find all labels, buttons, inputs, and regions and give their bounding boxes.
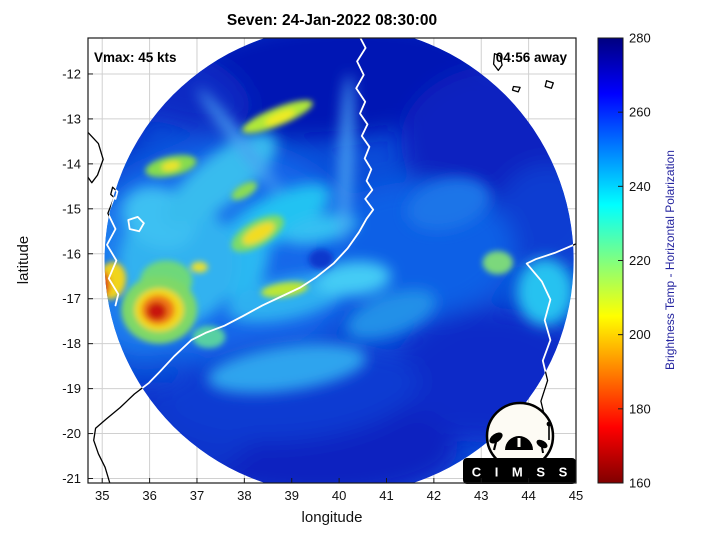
bt-feature — [190, 261, 208, 273]
bt-feature — [231, 181, 257, 200]
bt-feature — [308, 249, 334, 270]
lake-malawi — [88, 131, 104, 184]
colorbar-tick-label: 260 — [629, 105, 651, 120]
x-axis-label: longitude — [302, 509, 363, 526]
colorbar-label: Brightness Temp - Horizontal Polarizatio… — [663, 150, 677, 370]
bt-feature — [482, 251, 513, 275]
bt-feature — [264, 110, 295, 126]
x-tick-label: 37 — [190, 488, 204, 503]
y-tick-label: -18 — [62, 336, 81, 351]
bt-feature — [207, 343, 367, 394]
colorbar-tick-label: 240 — [629, 179, 651, 194]
y-tick-label: -20 — [62, 426, 81, 441]
y-tick-label: -21 — [62, 471, 81, 486]
bt-feature — [338, 74, 354, 245]
colorbar-tick-label: 200 — [629, 327, 651, 342]
x-tick-label: 43 — [474, 488, 488, 503]
x-tick-label: 41 — [379, 488, 393, 503]
y-axis-label: latitude — [15, 236, 32, 284]
radio-dish-2-icon — [536, 421, 552, 454]
bt-feature — [192, 325, 226, 349]
bt-feature — [516, 258, 574, 326]
colorbar-tick-label: 180 — [629, 401, 651, 416]
axes-border — [87, 37, 577, 484]
x-tick-label: 45 — [569, 488, 583, 503]
anjouan-island — [544, 80, 554, 89]
shire-river — [106, 198, 119, 306]
moheli-island — [511, 85, 521, 93]
bt-feature — [226, 275, 348, 323]
bt-feature — [242, 222, 275, 245]
bt-feature — [146, 302, 167, 321]
x-tick-label: 44 — [521, 488, 535, 503]
bt-feature — [197, 88, 282, 195]
y-tick-label: -19 — [62, 381, 81, 396]
axis-ticks: 35 36 37 38 39 40 41 42 43 44 45 -12 -13 -14 -15 -16 -17… — [62, 66, 583, 503]
bt-feature — [104, 261, 127, 300]
colorbar: 280 260 240 220 200 180 160 Brightness Temp - … — [597, 31, 677, 491]
dome-slit — [517, 438, 521, 447]
colorbar-ticks: 280 260 240 220 200 180 160 — [618, 31, 651, 491]
y-tick-label: -15 — [62, 201, 81, 216]
x-tick-label: 39 — [284, 488, 298, 503]
x-tick-label: 42 — [427, 488, 441, 503]
lake-malombe — [110, 186, 119, 200]
x-tick-label: 38 — [237, 488, 251, 503]
logo-text: C I M S S — [472, 465, 573, 480]
radio-dish-icon — [489, 432, 503, 451]
bt-feature — [261, 281, 309, 298]
y-tick-label: -12 — [62, 66, 81, 81]
lake-chilwa — [127, 216, 145, 232]
y-tick-label: -16 — [62, 246, 81, 261]
x-tick-label: 35 — [95, 488, 109, 503]
grande-comore-island — [492, 53, 503, 72]
bt-feature — [283, 213, 358, 245]
bt-feature — [315, 261, 392, 296]
mozambique-coast — [93, 38, 374, 483]
x-tick-label: 40 — [332, 488, 346, 503]
time-away-annotation: 04:56 away — [496, 50, 568, 65]
bt-feature — [346, 289, 437, 340]
cimss-logo: C I M S S — [463, 401, 576, 484]
bt-feature — [161, 161, 181, 171]
colorbar-tick-label: 280 — [629, 31, 651, 46]
colorbar-tick-label: 220 — [629, 253, 651, 268]
y-tick-label: -13 — [62, 111, 81, 126]
vmax-annotation: Vmax: 45 kts — [94, 50, 177, 65]
bt-feature — [495, 163, 574, 272]
colorbar-tick-label: 160 — [629, 476, 651, 491]
plot-title: Seven: 24-Jan-2022 08:30:00 — [227, 12, 437, 29]
y-tick-label: -14 — [62, 156, 81, 171]
y-tick-label: -17 — [62, 291, 81, 306]
bt-feature — [406, 178, 490, 231]
logo-banner — [463, 458, 576, 484]
x-tick-label: 36 — [142, 488, 156, 503]
